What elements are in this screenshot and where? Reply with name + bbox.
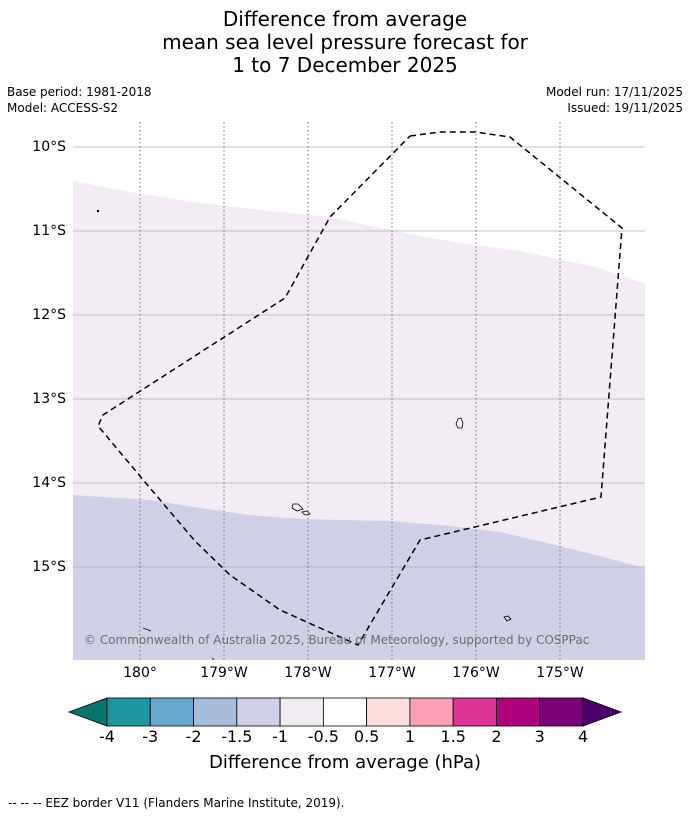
chart-title-line-3: 1 to 7 December 2025 xyxy=(232,53,458,77)
colorbar-tick-label: 1.5 xyxy=(440,727,466,746)
chart-title-line-1: Difference from average xyxy=(222,7,468,31)
island-coastlines xyxy=(96,209,512,660)
colorbar-title: Difference from average (hPa) xyxy=(208,752,482,773)
colorbar-extend-low xyxy=(67,697,108,727)
lat-label-13s: 13°S xyxy=(32,391,66,407)
colorbar-swatch xyxy=(322,697,368,727)
colorbar-swatch xyxy=(279,697,324,727)
lon-label-178w: 178°W xyxy=(284,665,332,681)
eez-border xyxy=(97,131,623,646)
latitude-gridlines xyxy=(73,146,645,568)
lat-label-11s: 11°S xyxy=(32,223,66,239)
colorbar-swatch xyxy=(149,697,194,727)
colorbar-tick-label: 1 xyxy=(404,727,415,746)
colorbar-tick-label: 4 xyxy=(577,727,589,746)
colorbar xyxy=(67,697,623,727)
colorbar-swatch xyxy=(496,697,541,727)
lat-label-10s: 10°S xyxy=(32,139,66,155)
issued-text: Issued: 19/11/2025 xyxy=(567,101,683,115)
colorbar-tick-label: -1 xyxy=(272,727,289,746)
colorbar-tick-label: -0.5 xyxy=(307,727,339,746)
colorbar-tick-label: -4 xyxy=(99,727,115,746)
eez-legend-text: -- -- -- EEZ border V11 (Flanders Marine… xyxy=(8,796,345,810)
lat-label-12s: 12°S xyxy=(32,307,66,323)
lon-label-175w: 175°W xyxy=(536,665,584,681)
lon-label-176w: 176°W xyxy=(452,665,500,681)
lat-label-14s: 14°S xyxy=(32,475,66,491)
model-text: Model: ACCESS-S2 xyxy=(7,101,119,115)
colorbar-swatch xyxy=(193,697,238,727)
colorbar-tick-label: -2 xyxy=(185,727,202,746)
lon-label-179w: 179°W xyxy=(200,665,248,681)
colorbar-tick-label: 0.5 xyxy=(353,727,380,746)
colorbar-swatch xyxy=(366,697,411,727)
lon-label-177w: 177°W xyxy=(368,665,416,681)
lat-label-15s: 15°S xyxy=(32,559,66,575)
anomaly-band-minus-1-5 xyxy=(73,495,645,660)
colorbar-swatch xyxy=(236,697,281,727)
colorbar-tick-label: -3 xyxy=(142,727,159,746)
model-run-text: Model run: 17/11/2025 xyxy=(545,85,683,99)
colorbar-tick-label: 3 xyxy=(534,727,545,746)
base-period-text: Base period: 1981-2018 xyxy=(7,85,152,99)
colorbar-swatch xyxy=(409,697,454,727)
colorbar-swatch xyxy=(539,697,584,727)
colorbar-swatch xyxy=(106,697,151,727)
colorbar-tick-label: 2 xyxy=(491,727,502,746)
chart-title-line-2: mean sea level pressure forecast for xyxy=(162,30,528,54)
colorbar-extend-high xyxy=(582,697,623,727)
copyright-notice: © Commonwealth of Australia 2025, Bureau… xyxy=(84,633,590,647)
lon-label-180: 180° xyxy=(123,665,157,681)
colorbar-tick-label: -1.5 xyxy=(221,727,253,746)
colorbar-swatch xyxy=(452,697,497,727)
